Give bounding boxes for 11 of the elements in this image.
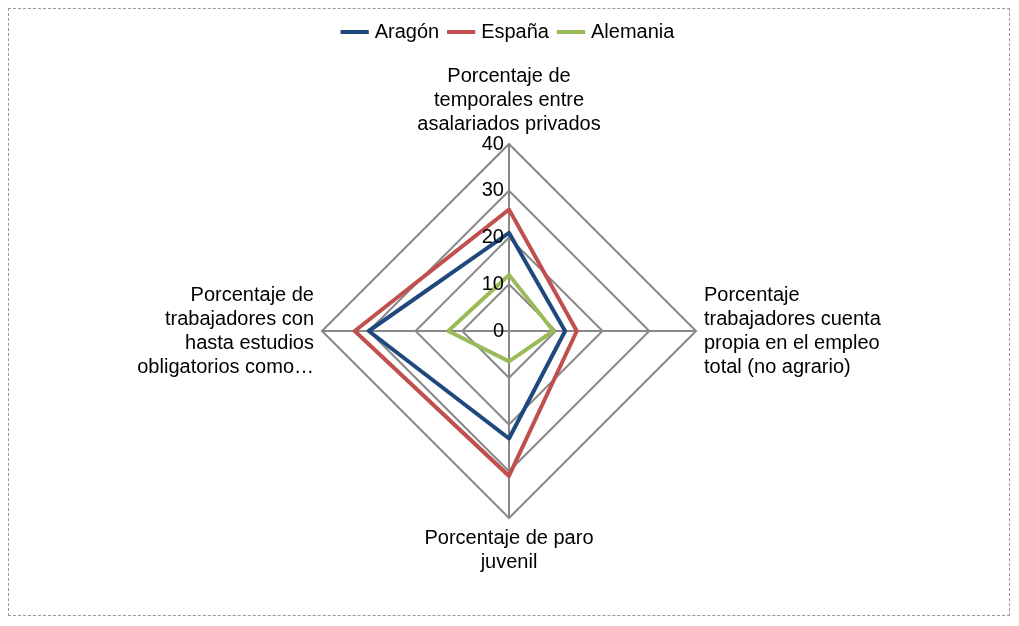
legend-label: Aragón xyxy=(374,19,440,42)
spoke-label: Porcentaje de trabajadores con hasta estudios obligatorios como… xyxy=(137,282,314,377)
legend-label: Alemania xyxy=(590,19,676,42)
y-tick-label: 0 xyxy=(492,318,504,341)
spoke-label: Porcentaje trabajadores cuenta propia en el empleo total (no agrario) xyxy=(704,282,882,377)
y-tick-label: 40 xyxy=(481,131,504,154)
y-tick-label: 20 xyxy=(481,225,504,248)
y-tick-label: 30 xyxy=(481,178,504,201)
spoke-label: Porcentaje de temporales entre asalariados privados xyxy=(417,63,601,134)
spoke-label: Porcentaje de paro juvenil xyxy=(424,525,594,572)
legend-label: España xyxy=(481,19,550,42)
